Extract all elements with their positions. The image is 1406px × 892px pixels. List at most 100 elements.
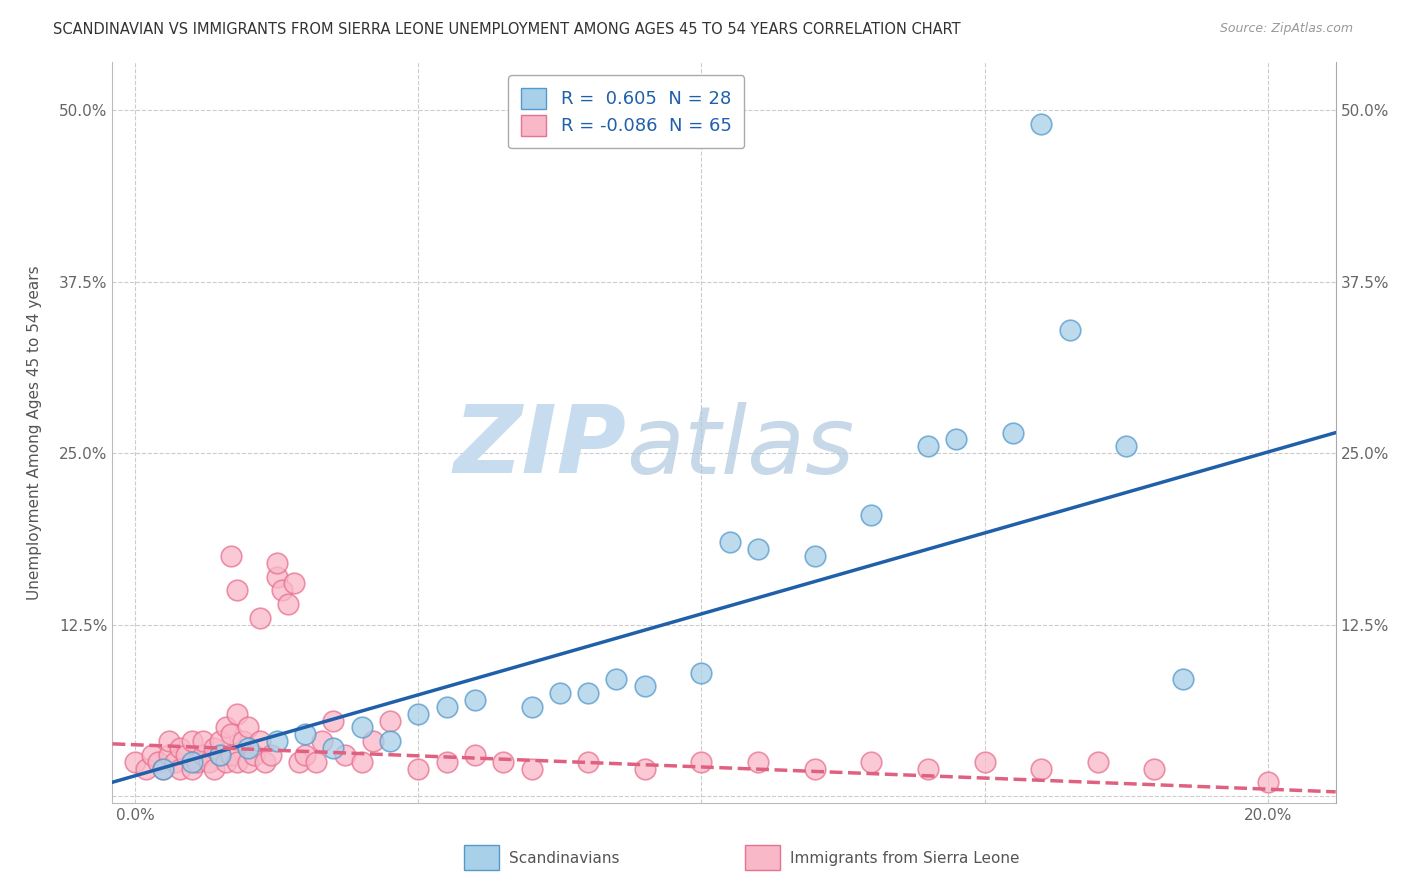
Point	[860, 508, 883, 522]
Point	[1031, 117, 1053, 131]
Point	[288, 755, 311, 769]
Point	[803, 762, 825, 776]
Point	[1115, 439, 1137, 453]
Point	[333, 747, 356, 762]
Point	[464, 747, 486, 762]
Point	[215, 720, 238, 734]
Point	[226, 706, 249, 721]
Point	[1001, 425, 1024, 440]
Point	[215, 755, 238, 769]
Point	[378, 734, 401, 748]
Point	[973, 755, 995, 769]
Point	[146, 755, 169, 769]
Point	[917, 762, 939, 776]
Point	[436, 755, 458, 769]
Point	[690, 755, 713, 769]
Point	[718, 535, 741, 549]
Point	[186, 755, 208, 769]
Point	[1171, 673, 1194, 687]
Point	[747, 755, 769, 769]
Point	[322, 741, 344, 756]
Point	[197, 755, 219, 769]
Text: Scandinavians: Scandinavians	[509, 851, 620, 865]
Point	[254, 755, 277, 769]
Point	[294, 727, 316, 741]
Point	[152, 762, 174, 776]
Point	[180, 734, 202, 748]
Point	[260, 747, 283, 762]
Point	[266, 556, 288, 570]
Point	[249, 734, 271, 748]
Point	[408, 762, 430, 776]
Point	[266, 569, 288, 583]
Point	[226, 583, 249, 598]
Point	[803, 549, 825, 563]
Point	[209, 747, 232, 762]
Point	[294, 747, 316, 762]
Point	[917, 439, 939, 453]
Point	[860, 755, 883, 769]
Point	[174, 747, 197, 762]
Point	[311, 734, 333, 748]
Point	[226, 755, 249, 769]
Point	[157, 734, 180, 748]
Point	[492, 755, 515, 769]
Point	[576, 755, 599, 769]
Point	[520, 699, 543, 714]
Point	[238, 720, 260, 734]
Point	[163, 755, 186, 769]
Point	[191, 734, 214, 748]
Point	[1059, 323, 1081, 337]
Point	[1143, 762, 1166, 776]
Point	[249, 611, 271, 625]
Point	[576, 686, 599, 700]
Point	[350, 755, 373, 769]
Point	[243, 747, 266, 762]
Point	[204, 762, 226, 776]
Point	[945, 433, 967, 447]
Text: ZIP: ZIP	[453, 401, 626, 493]
Text: Immigrants from Sierra Leone: Immigrants from Sierra Leone	[790, 851, 1019, 865]
Point	[124, 755, 146, 769]
Point	[305, 755, 328, 769]
Point	[605, 673, 627, 687]
Point	[152, 762, 174, 776]
Point	[209, 747, 232, 762]
Point	[238, 755, 260, 769]
Text: Source: ZipAtlas.com: Source: ZipAtlas.com	[1219, 22, 1353, 36]
Point	[378, 714, 401, 728]
Point	[634, 679, 657, 693]
Point	[277, 597, 299, 611]
Point	[221, 549, 243, 563]
Point	[1087, 755, 1109, 769]
Point	[232, 734, 254, 748]
Point	[464, 693, 486, 707]
Point	[221, 727, 243, 741]
Point	[169, 741, 191, 756]
Point	[408, 706, 430, 721]
Point	[436, 699, 458, 714]
Point	[548, 686, 571, 700]
Point	[157, 747, 180, 762]
Point	[283, 576, 305, 591]
Point	[271, 583, 294, 598]
Point	[322, 714, 344, 728]
Point	[209, 734, 232, 748]
Point	[350, 720, 373, 734]
Point	[690, 665, 713, 680]
Point	[520, 762, 543, 776]
Point	[221, 747, 243, 762]
Point	[204, 741, 226, 756]
Point	[180, 755, 202, 769]
Point	[141, 747, 163, 762]
Point	[1257, 775, 1279, 789]
Point	[180, 762, 202, 776]
Legend: R =  0.605  N = 28, R = -0.086  N = 65: R = 0.605 N = 28, R = -0.086 N = 65	[509, 75, 744, 148]
Point	[747, 542, 769, 557]
Point	[634, 762, 657, 776]
Point	[266, 734, 288, 748]
Y-axis label: Unemployment Among Ages 45 to 54 years: Unemployment Among Ages 45 to 54 years	[28, 265, 42, 600]
Point	[169, 762, 191, 776]
Point	[1031, 762, 1053, 776]
Text: SCANDINAVIAN VS IMMIGRANTS FROM SIERRA LEONE UNEMPLOYMENT AMONG AGES 45 TO 54 YE: SCANDINAVIAN VS IMMIGRANTS FROM SIERRA L…	[53, 22, 962, 37]
